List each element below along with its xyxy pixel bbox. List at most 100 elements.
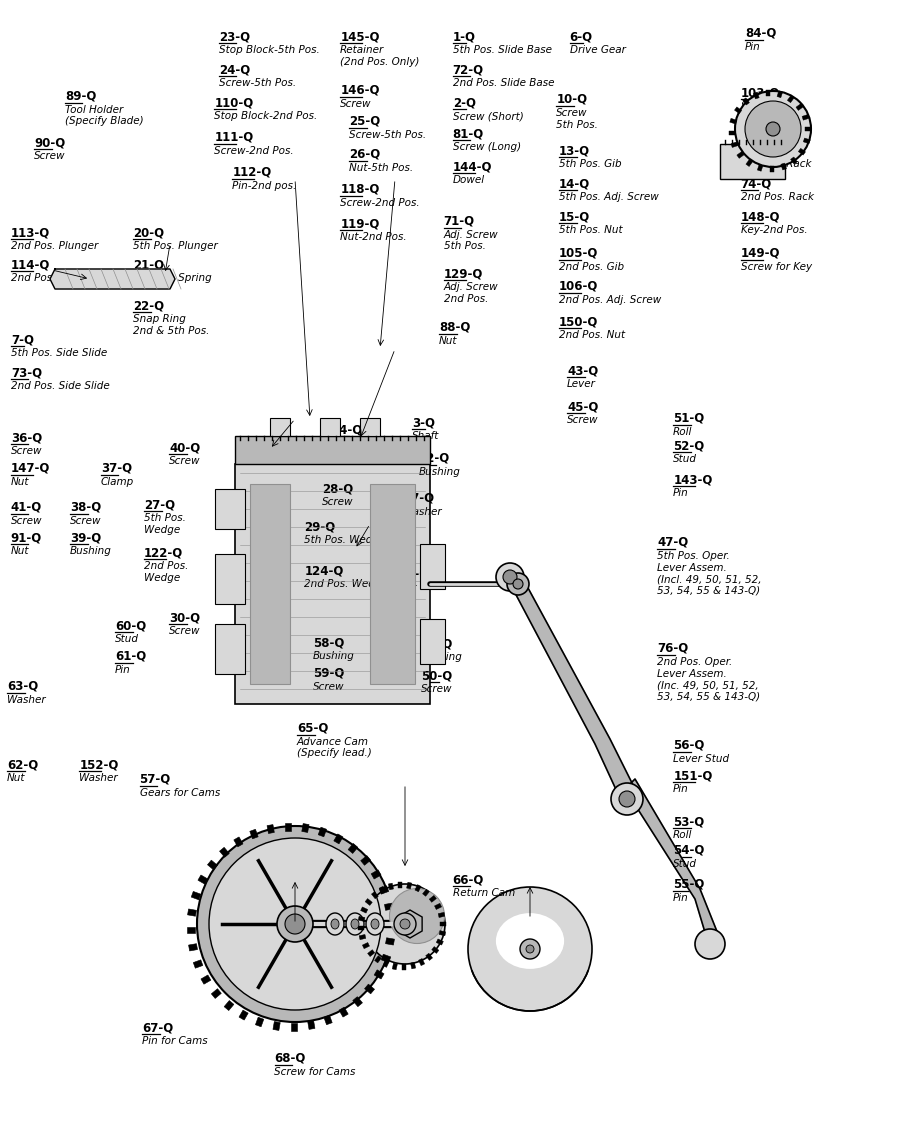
- Text: Screw: Screw: [313, 682, 345, 693]
- Text: 146-Q: 146-Q: [340, 84, 380, 97]
- Bar: [201, 975, 211, 984]
- Bar: [392, 964, 398, 969]
- Text: 106-Q: 106-Q: [559, 280, 598, 293]
- Text: 45-Q: 45-Q: [567, 401, 598, 413]
- Text: 37-Q: 37-Q: [101, 462, 132, 475]
- Ellipse shape: [468, 887, 592, 1011]
- Text: 7-Q: 7-Q: [11, 334, 34, 346]
- Text: 50-Q: 50-Q: [421, 670, 453, 682]
- Ellipse shape: [285, 913, 305, 934]
- Text: Snap Ring
2nd & 5th Pos.: Snap Ring 2nd & 5th Pos.: [133, 314, 210, 336]
- Text: 29-Q: 29-Q: [304, 521, 336, 533]
- Text: Bushing: Bushing: [418, 467, 461, 477]
- Ellipse shape: [766, 122, 780, 136]
- Bar: [220, 847, 230, 858]
- Bar: [361, 855, 371, 866]
- Ellipse shape: [277, 906, 313, 942]
- Bar: [198, 875, 208, 884]
- Bar: [731, 142, 738, 147]
- Text: 92-Q: 92-Q: [418, 452, 450, 465]
- Text: 2nd Pos. Nut: 2nd Pos. Nut: [559, 330, 625, 341]
- Bar: [339, 1007, 348, 1017]
- Text: 149-Q: 149-Q: [741, 247, 780, 260]
- Text: 5th Pos. Spring: 5th Pos. Spring: [133, 273, 212, 284]
- Text: 6-Q: 6-Q: [570, 31, 593, 43]
- Bar: [420, 544, 445, 589]
- Text: 43-Q: 43-Q: [567, 364, 598, 377]
- Bar: [384, 903, 393, 910]
- Text: 151-Q: 151-Q: [673, 770, 713, 782]
- Text: Key-2nd Pos.: Key-2nd Pos.: [741, 226, 807, 236]
- Text: Screw-5th Pos.: Screw-5th Pos.: [349, 130, 427, 140]
- Text: 68-Q: 68-Q: [274, 1052, 306, 1065]
- Text: Nut: Nut: [11, 477, 30, 487]
- Text: 5th Pos. Slide Base: 5th Pos. Slide Base: [453, 46, 552, 56]
- Bar: [734, 107, 742, 114]
- Text: 8-Q: 8-Q: [741, 145, 764, 157]
- Text: 122-Q: 122-Q: [144, 547, 184, 559]
- Ellipse shape: [695, 929, 725, 959]
- Text: 65-Q: 65-Q: [297, 722, 328, 735]
- Text: 2nd Pos. Slide Base: 2nd Pos. Slide Base: [453, 79, 554, 89]
- Text: Nut: Nut: [7, 773, 26, 784]
- Bar: [250, 829, 258, 838]
- Text: Screw for Key: Screw for Key: [741, 262, 812, 272]
- Text: 20-Q: 20-Q: [133, 227, 165, 239]
- Text: 2nd Pos. Wedge: 2nd Pos. Wedge: [304, 580, 388, 590]
- Text: Screw: Screw: [322, 498, 354, 508]
- Ellipse shape: [735, 91, 811, 167]
- Bar: [796, 104, 803, 110]
- Text: 145-Q: 145-Q: [340, 31, 380, 43]
- Bar: [415, 885, 421, 892]
- Bar: [273, 1022, 280, 1031]
- Text: Screw-5th Pos.: Screw-5th Pos.: [219, 79, 296, 89]
- Text: 150-Q: 150-Q: [559, 316, 598, 328]
- Text: 2nd Pos. Side Slide: 2nd Pos. Side Slide: [11, 382, 110, 392]
- Bar: [379, 886, 385, 893]
- Ellipse shape: [496, 563, 524, 591]
- Bar: [398, 882, 402, 888]
- Ellipse shape: [346, 913, 364, 935]
- Text: Pin: Pin: [673, 785, 689, 795]
- Text: 15-Q: 15-Q: [559, 211, 590, 223]
- Bar: [239, 1010, 248, 1021]
- Bar: [777, 91, 783, 98]
- Bar: [361, 907, 368, 913]
- Ellipse shape: [513, 579, 523, 589]
- Text: Screw: Screw: [11, 446, 42, 457]
- Bar: [353, 997, 363, 1007]
- Text: Nut: Nut: [11, 547, 30, 557]
- Bar: [358, 916, 365, 921]
- Text: 144-Q: 144-Q: [453, 161, 492, 173]
- Text: Screw (Short): Screw (Short): [453, 112, 524, 122]
- Text: 3-Q: 3-Q: [412, 417, 436, 429]
- Text: 77-Q: 77-Q: [403, 492, 435, 505]
- Text: 30-Q: 30-Q: [169, 612, 201, 624]
- Ellipse shape: [209, 838, 381, 1010]
- Bar: [742, 98, 750, 105]
- Text: Screw: Screw: [169, 457, 201, 467]
- Text: 63-Q: 63-Q: [7, 680, 39, 693]
- Bar: [805, 128, 811, 131]
- Text: 56-Q: 56-Q: [673, 739, 705, 752]
- Text: 57-Q: 57-Q: [140, 773, 171, 786]
- Text: Washer: Washer: [79, 773, 118, 784]
- Bar: [432, 947, 439, 953]
- Bar: [324, 1015, 332, 1025]
- Bar: [256, 1017, 264, 1026]
- Bar: [235, 464, 430, 704]
- Text: 119-Q: 119-Q: [340, 218, 380, 230]
- Text: Screw: Screw: [169, 626, 201, 637]
- Text: 110-Q: 110-Q: [214, 97, 254, 109]
- Text: 2nd Pos.
Wedge: 2nd Pos. Wedge: [144, 562, 188, 583]
- Text: Pin-2nd pos.: Pin-2nd pos.: [232, 181, 296, 191]
- Bar: [790, 157, 797, 164]
- Bar: [235, 436, 430, 464]
- Bar: [423, 890, 429, 896]
- Ellipse shape: [745, 101, 801, 157]
- Bar: [334, 834, 343, 844]
- Bar: [781, 163, 787, 170]
- Bar: [374, 956, 382, 962]
- Text: 2nd Pos. Oper.
Lever Assem.
(Inc. 49, 50, 51, 52,
53, 54, 55 & 143-Q): 2nd Pos. Oper. Lever Assem. (Inc. 49, 50…: [657, 657, 760, 702]
- Text: Bushing: Bushing: [313, 652, 356, 662]
